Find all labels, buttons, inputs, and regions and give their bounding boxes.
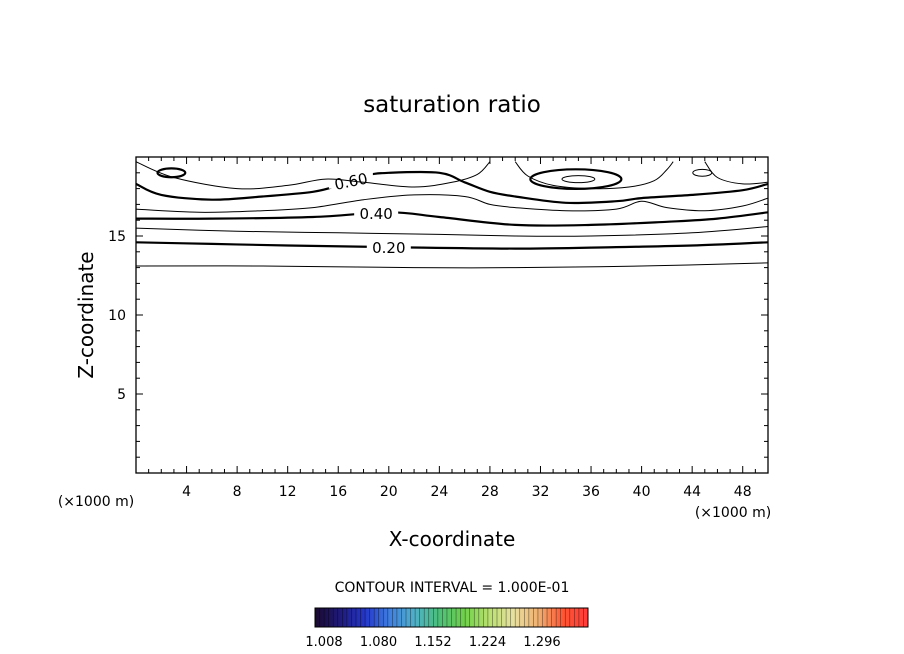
- contour-line: [514, 161, 674, 190]
- contour-label: 0.40: [359, 205, 392, 223]
- x-tick-label: 32: [532, 484, 550, 500]
- contour-line: [704, 161, 768, 185]
- colorbar-tick-label: 1.080: [360, 635, 397, 650]
- y-axis-label: Z-coordinate: [74, 251, 98, 378]
- contour-closed: [156, 167, 187, 179]
- contour-label-bg: [328, 171, 373, 189]
- contour-line: [136, 211, 768, 227]
- x-tick-label: 16: [329, 484, 347, 500]
- colorbar-tick-label: 1.296: [523, 635, 560, 650]
- contour-closed: [561, 175, 596, 184]
- contour-line: [136, 161, 491, 190]
- contour-closed: [692, 168, 713, 177]
- y-tick-label: 10: [108, 308, 126, 324]
- contour-line: [136, 170, 768, 205]
- contour-line: [136, 194, 768, 213]
- x-tick-label: 28: [481, 484, 499, 500]
- x-tick-label: 8: [233, 484, 242, 500]
- x-tick-label: 48: [734, 484, 752, 500]
- x-tick-label: 44: [683, 484, 701, 500]
- x-axis-label: X-coordinate: [389, 527, 516, 551]
- contour-label-bg: [354, 204, 399, 222]
- chart-title: saturation ratio: [363, 92, 541, 118]
- contour-line: [136, 262, 768, 269]
- x-unit-right: (×1000 m): [695, 505, 771, 521]
- x-tick-label: 24: [430, 484, 448, 500]
- x-tick-label: 4: [182, 484, 191, 500]
- x-tick-label: 20: [380, 484, 398, 500]
- y-tick-label: 5: [117, 387, 126, 403]
- colorbar-tick-label: 1.152: [414, 635, 451, 650]
- colorbar: 1.008 1.080 1.152 1.224 1.296: [305, 607, 589, 650]
- plot-frame: [135, 156, 769, 474]
- contour-line: [136, 241, 768, 250]
- contour-label: 0.20: [372, 239, 405, 257]
- x-unit-left: (×1000 m): [58, 494, 134, 510]
- contour-label-bg: [366, 238, 411, 256]
- y-tick-label: 15: [108, 229, 126, 245]
- x-tick-label: 12: [279, 484, 297, 500]
- colorbar-tick-label: 1.008: [305, 635, 342, 650]
- contour-layer: 0.200.400.60: [136, 161, 768, 269]
- contour-line: [136, 226, 768, 237]
- contour-closed: [529, 168, 623, 191]
- contour-interval: CONTOUR INTERVAL = 1.000E-01: [335, 580, 570, 596]
- colorbar-tick-label: 1.224: [469, 635, 506, 650]
- x-tick-label: 36: [582, 484, 600, 500]
- x-tick-label: 40: [633, 484, 651, 500]
